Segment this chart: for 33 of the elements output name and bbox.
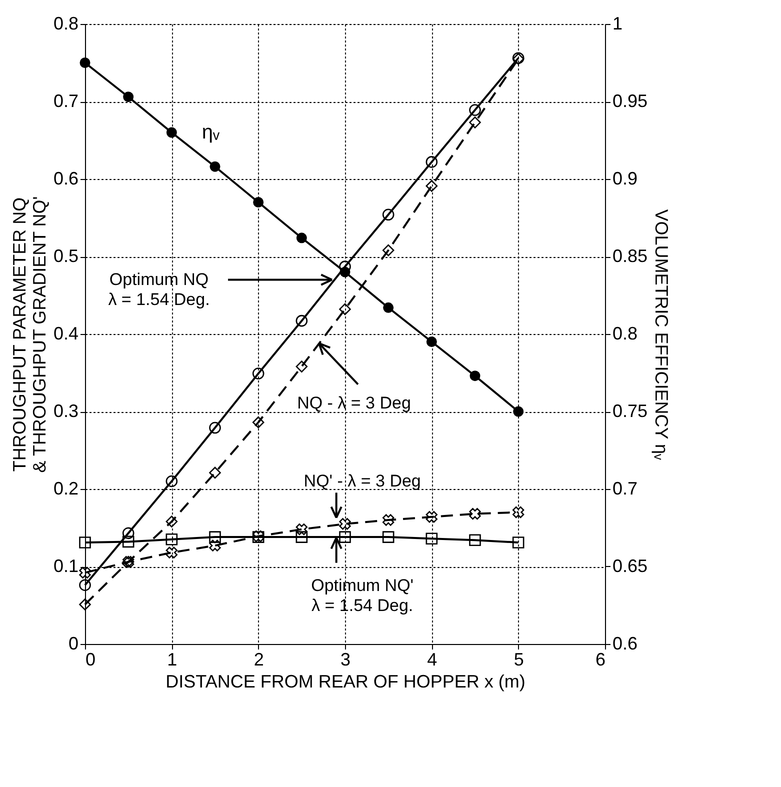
y2-tick-label: 0.6: [612, 634, 638, 654]
annotation: Optimum NQ' λ = 1.54 Deg.: [311, 576, 414, 615]
x-tick-label: 1: [167, 650, 178, 670]
x-tick-label: 0: [86, 650, 96, 670]
y-tick-label: 0.1: [53, 556, 78, 576]
y2-tick-label: 0.85: [612, 246, 648, 266]
annotation: Optimum NQ λ = 1.54 Deg.: [108, 270, 210, 309]
x-axis-title: DISTANCE FROM REAR OF HOPPER x (m): [166, 672, 526, 692]
x-tick-label: 3: [340, 650, 351, 670]
y-tick-label: 0.8: [53, 14, 78, 34]
y2-tick-label: 0.65: [612, 556, 648, 576]
y-tick-label: 0.6: [53, 168, 78, 188]
y-tick-label: 0.2: [53, 478, 78, 498]
y2-tick-label: 0.95: [612, 91, 648, 111]
y2-tick-label: 0.9: [612, 168, 638, 188]
x-tick-label: 6: [595, 650, 606, 670]
y2-tick-label: 0.75: [612, 401, 648, 421]
y-tick-label: 0.3: [53, 401, 78, 421]
y2-tick-label: 0.7: [612, 478, 638, 498]
y2-tick-label: 1: [612, 14, 623, 34]
annotation: ηᵥ: [202, 122, 220, 144]
y-tick-label: 0.7: [53, 91, 78, 111]
x-tick-label: 4: [427, 650, 438, 670]
y-tick-label: 0.5: [53, 246, 78, 266]
annotation: NQ - λ = 3 Deg: [297, 393, 411, 412]
y-tick-label: 0: [68, 634, 78, 654]
y-axis-title: THROUGHPUT PARAMETER NQ & THROUGHPUT GRADIENT NQ': [9, 196, 50, 473]
x-tick-label: 2: [254, 650, 264, 670]
y2-axis-title: VOLUMETRIC EFFICIENCY ηᵥ: [652, 209, 672, 460]
annotation: NQ' - λ = 3 Deg: [304, 472, 421, 491]
x-tick-label: 5: [514, 650, 524, 670]
y2-tick-label: 0.8: [612, 324, 638, 344]
y-tick-label: 0.4: [53, 324, 78, 344]
